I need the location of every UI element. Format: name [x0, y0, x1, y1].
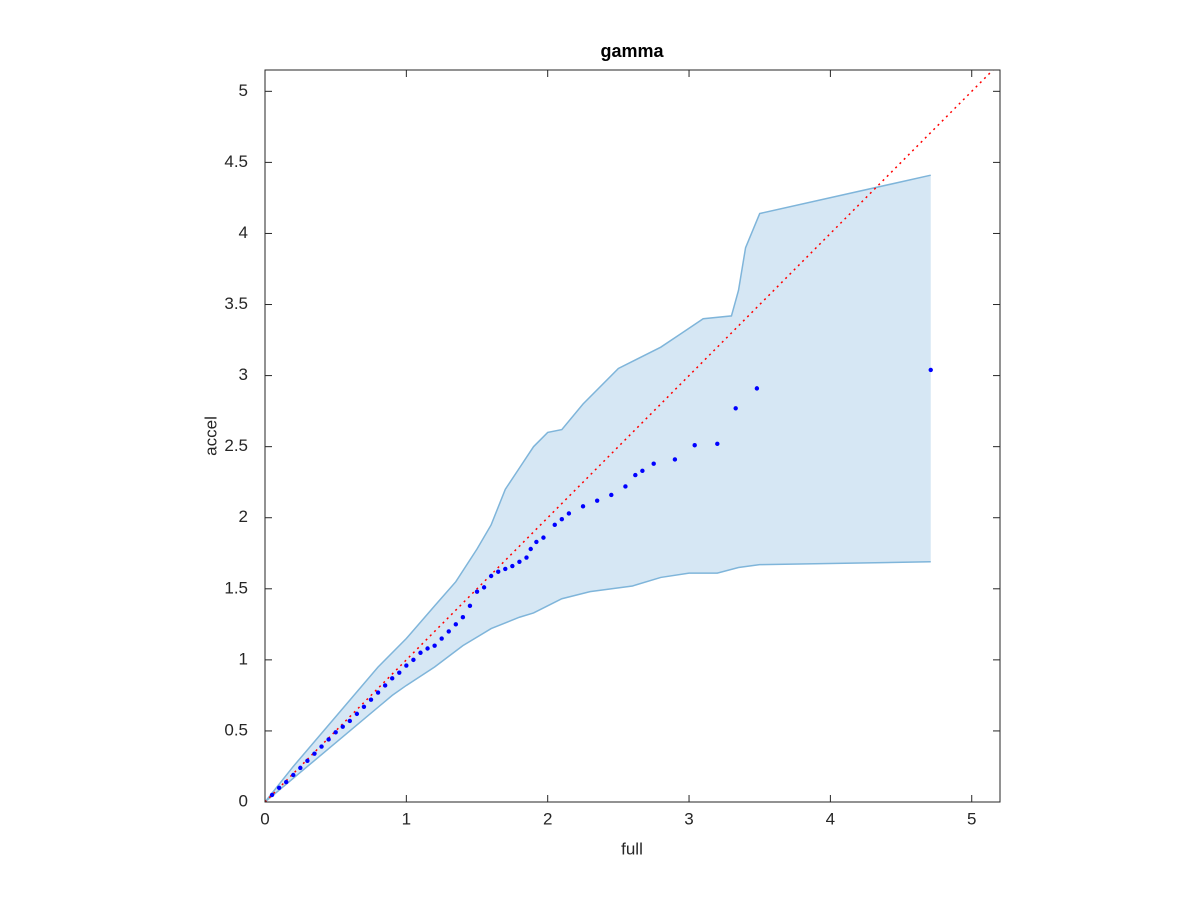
data-point [503, 566, 508, 572]
data-point [754, 386, 760, 391]
y-tick-label: 1 [239, 649, 248, 668]
data-point [623, 484, 628, 489]
data-point [580, 504, 586, 509]
data-point [566, 511, 572, 516]
data-point [291, 772, 296, 778]
y-tick-label: 4 [239, 223, 248, 242]
data-point [474, 589, 480, 594]
band-edge [265, 561, 931, 802]
data-point [361, 704, 367, 709]
data-point [488, 573, 494, 579]
data-point [928, 367, 933, 373]
y-axis-label: accel [201, 416, 220, 456]
data-point [715, 441, 720, 447]
data-point [672, 457, 678, 462]
data-point [692, 443, 697, 448]
band-edge [265, 174, 931, 802]
data-point [269, 792, 275, 798]
confidence-band [265, 175, 931, 802]
data-point [640, 468, 645, 474]
plot-area [265, 70, 994, 802]
data-point [517, 559, 522, 564]
y-tick-label: 3.5 [224, 294, 248, 313]
data-point [390, 676, 395, 681]
data-point [305, 758, 310, 763]
data-point [382, 683, 388, 688]
data-point [528, 546, 533, 552]
data-point [524, 555, 529, 560]
x-tick-label: 4 [826, 809, 835, 828]
data-point [609, 492, 614, 498]
y-tick-label: 0.5 [224, 720, 248, 739]
data-point [460, 615, 466, 620]
data-point [354, 711, 360, 717]
data-point [541, 535, 546, 540]
data-point [453, 622, 459, 627]
y-tick-label: 2.5 [224, 436, 248, 455]
x-tick-label: 3 [684, 809, 693, 828]
data-point [496, 569, 501, 574]
chart-title: gamma [600, 41, 664, 61]
y-tick-label: 0 [239, 791, 248, 810]
data-point [425, 646, 430, 651]
axes-box [264, 69, 1001, 803]
y-tick-label: 5 [239, 81, 248, 100]
data-point [510, 563, 515, 569]
data-point [418, 650, 423, 655]
data-point [534, 539, 539, 545]
data-point [347, 718, 353, 724]
data-point [594, 498, 600, 503]
data-point [375, 690, 381, 695]
data-point [340, 724, 345, 729]
x-tick-label: 2 [543, 809, 552, 828]
data-point [397, 670, 402, 675]
x-tick-label: 1 [402, 809, 411, 828]
x-tick-label: 0 [260, 809, 269, 828]
data-point [404, 663, 409, 668]
data-point [298, 765, 303, 771]
data-point [552, 522, 557, 528]
data-point [333, 730, 338, 735]
data-point [651, 461, 656, 466]
data-point [411, 657, 416, 663]
data-point [312, 751, 317, 756]
data-point [446, 629, 451, 634]
x-axis-label: full [621, 839, 643, 858]
data-point [368, 697, 374, 702]
y-tick-label: 1.5 [224, 578, 248, 597]
data-point [319, 744, 324, 749]
data-point [559, 516, 565, 522]
data-point [467, 603, 473, 609]
data-point [633, 472, 638, 478]
data-point [284, 779, 289, 785]
data-point [432, 643, 437, 648]
y-tick-label: 3 [239, 365, 248, 384]
x-tick-label: 5 [967, 809, 976, 828]
y-tick-label: 4.5 [224, 152, 248, 171]
data-point [481, 585, 487, 590]
data-point [276, 785, 282, 790]
y-tick-label: 2 [239, 507, 248, 526]
data-point [326, 737, 331, 742]
data-point [733, 406, 738, 411]
data-point [439, 636, 444, 641]
